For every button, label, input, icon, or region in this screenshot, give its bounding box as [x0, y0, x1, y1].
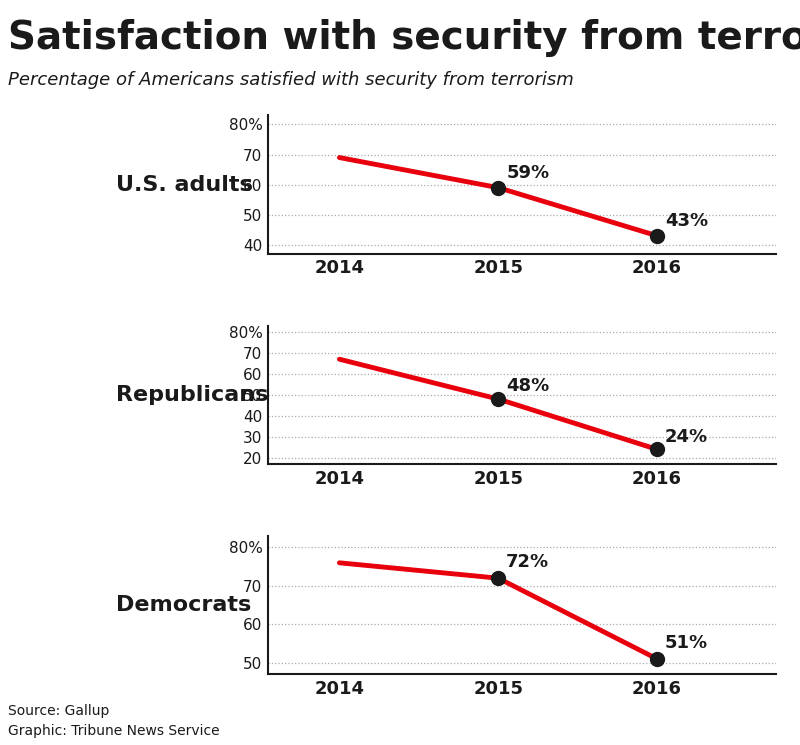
- Text: U.S. adults: U.S. adults: [115, 174, 252, 194]
- Text: 72%: 72%: [506, 554, 550, 571]
- Text: Republicans: Republicans: [115, 385, 268, 405]
- Text: 48%: 48%: [506, 377, 550, 396]
- Text: Satisfaction with security from terrorism: Satisfaction with security from terroris…: [8, 19, 800, 57]
- Text: 43%: 43%: [665, 212, 708, 230]
- Text: 24%: 24%: [665, 428, 708, 446]
- Text: Percentage of Americans satisfied with security from terrorism: Percentage of Americans satisfied with s…: [8, 71, 574, 89]
- Text: Democrats: Democrats: [115, 595, 251, 615]
- Text: 59%: 59%: [506, 164, 550, 183]
- Text: Graphic: Tribune News Service: Graphic: Tribune News Service: [8, 724, 220, 738]
- Text: 51%: 51%: [665, 634, 708, 652]
- Text: Source: Gallup: Source: Gallup: [8, 704, 110, 718]
